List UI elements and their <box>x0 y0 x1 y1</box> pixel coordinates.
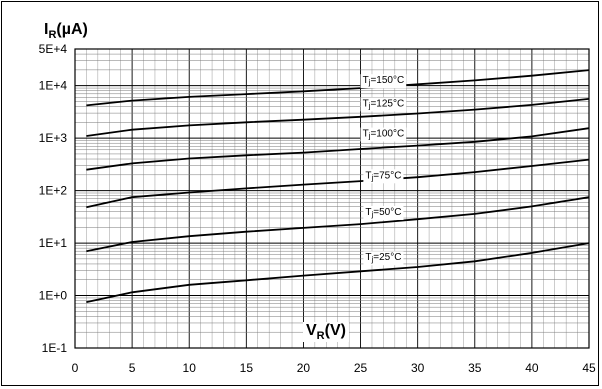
series-label-text: Tj=100°C <box>363 129 405 141</box>
y-tick-label: 1E+1 <box>39 236 68 250</box>
series-line-4 <box>86 196 590 253</box>
x-tick-label: 20 <box>297 361 311 375</box>
series-label-3: Tj=75°C <box>363 169 404 184</box>
series-label-text: Tj=50°C <box>365 207 401 219</box>
x-tick-label: 40 <box>525 361 539 375</box>
series-line-2 <box>86 127 590 171</box>
series-label-bg <box>360 127 407 142</box>
series-label-1: Tj=125°C <box>360 97 407 112</box>
series-label-text: Tj=125°C <box>363 98 405 110</box>
x-tick-label: 30 <box>411 361 425 375</box>
series-line-1 <box>86 98 590 137</box>
series-labels: Tj=150°C Tj=125°C Tj=100°C Tj=75°C Tj=50°C Tj… <box>360 74 407 266</box>
x-tick-label: 15 <box>240 361 254 375</box>
y-tick-label: 1E-1 <box>42 341 68 355</box>
series-label-bg <box>360 74 407 89</box>
tick-labels: 5E+4 1E+4 1E+3 1E+2 1E+1 1E+0 1E-1 0 5 10 15 20 25 30… <box>39 42 596 375</box>
series-lines <box>86 69 590 303</box>
grid <box>74 48 590 349</box>
plot-border <box>74 48 590 349</box>
series-label-5: Tj=25°C <box>363 251 404 266</box>
series-label-bg <box>360 97 407 112</box>
series-label-bg <box>363 251 404 266</box>
plot-area <box>74 48 590 349</box>
x-tick-label: 0 <box>72 361 79 375</box>
y-tick-label: 5E+4 <box>39 42 68 56</box>
series-label-bg <box>363 205 404 220</box>
series-line-3 <box>86 158 590 209</box>
series-label-bg <box>363 169 404 184</box>
series-line-0 <box>86 69 590 107</box>
y-tick-label: 1E+3 <box>39 131 68 145</box>
series-label-text: Tj=150°C <box>363 75 405 87</box>
series-label-2: Tj=100°C <box>360 127 407 142</box>
x-tick-label: 25 <box>354 361 368 375</box>
y-tick-label: 1E+0 <box>39 289 68 303</box>
x-axis-title: VR(V) <box>306 322 346 342</box>
y-tick-label: 1E+4 <box>39 79 68 93</box>
x-tick-label: 45 <box>582 361 596 375</box>
y-tick-label: 1E+2 <box>39 184 68 198</box>
y-axis-title: IR(µA) <box>44 21 88 41</box>
x-tick-label: 5 <box>129 361 136 375</box>
series-label-0: Tj=150°C <box>360 74 407 89</box>
x-tick-label: 10 <box>183 361 197 375</box>
series-label-4: Tj=50°C <box>363 205 404 220</box>
series-label-text: Tj=75°C <box>365 170 401 182</box>
x-axis-title-bg <box>303 322 349 342</box>
series-label-text: Tj=25°C <box>365 252 401 264</box>
x-tick-label: 35 <box>468 361 482 375</box>
series-line-5 <box>86 242 590 303</box>
